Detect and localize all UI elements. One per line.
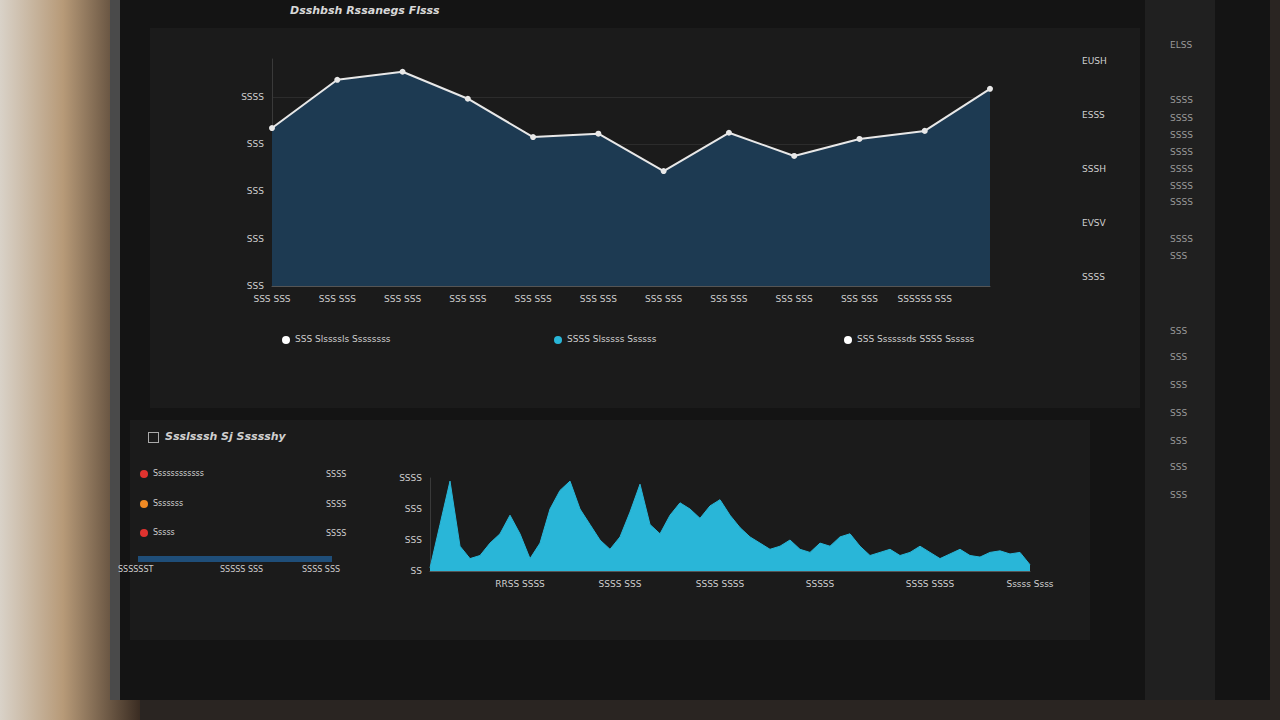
svg-text:SSSS SSSS: SSSS SSSS <box>696 579 745 589</box>
html-text:EUSH: EUSH <box>1082 56 1107 66</box>
html-text:SSSS: SSSS <box>1170 147 1193 157</box>
svg-text:SSS SSS: SSS SSS <box>253 294 290 304</box>
html-text:SSS: SSS <box>1170 352 1188 362</box>
html-text:Dsshbsh Rssanegs Flsss: Dsshbsh Rssanegs Flsss <box>290 4 440 17</box>
svg-text:SSS SSS: SSS SSS <box>841 294 878 304</box>
svg-text:SSS SSS: SSS SSS <box>515 294 552 304</box>
svg-text:SSS: SSS <box>247 139 264 149</box>
svg-text:SSS SSS: SSS SSS <box>319 294 356 304</box>
svg-text:SSSS SSS: SSSS SSS <box>599 579 642 589</box>
html-text:Ssssssssssss: Ssssssssssss <box>153 469 204 478</box>
html-text:ESSS: ESSS <box>1082 110 1105 120</box>
html-text:SSSS: SSSS <box>1170 181 1193 191</box>
svg-text:SSS SSS: SSS SSS <box>776 294 813 304</box>
html-text:SSS Slssssls Ssssssss: SSS Slssssls Ssssssss <box>295 334 391 344</box>
html-text:SSS: SSS <box>1170 326 1188 336</box>
html-text:SSSSSST: SSSSSST <box>118 565 154 574</box>
html-text:SSSS: SSSS <box>326 529 347 538</box>
svg-text:SSSS SSSS: SSSS SSSS <box>906 579 955 589</box>
svg-text:SSS: SSS <box>247 186 264 196</box>
html-text:SSS: SSS <box>1170 462 1188 472</box>
svg-text:SSSS: SSSS <box>399 473 422 483</box>
svg-text:SSS SSS: SSS SSS <box>384 294 421 304</box>
html-text:SSS: SSS <box>1170 380 1188 390</box>
html-text:SSS: SSS <box>1170 251 1188 261</box>
html-text:Sssssss: Sssssss <box>153 499 184 508</box>
html-text:SSSS: SSSS <box>326 470 347 479</box>
svg-text:SSS: SSS <box>247 281 264 291</box>
svg-text:SSS SSS: SSS SSS <box>710 294 747 304</box>
html-text:SSSS: SSSS <box>1170 130 1193 140</box>
html-text:SSSS: SSSS <box>326 500 347 509</box>
html-text:SSS: SSS <box>1170 408 1188 418</box>
html-text:SSSS Slsssss Ssssss: SSSS Slsssss Ssssss <box>567 334 657 344</box>
html-text:Sssss: Sssss <box>153 528 175 537</box>
svg-text:SSSS: SSSS <box>241 92 264 102</box>
svg-text:SSS SSS: SSS SSS <box>645 294 682 304</box>
svg-text:SSS SSS: SSS SSS <box>449 294 486 304</box>
svg-text:SSSSSS SSS: SSSSSS SSS <box>898 294 953 304</box>
svg-text:RRSS SSSS: RRSS SSSS <box>495 579 545 589</box>
html-text:SSSS: SSSS <box>1170 113 1193 123</box>
html-text:SSSS: SSSS <box>1170 234 1193 244</box>
svg-text:SS: SS <box>411 566 423 576</box>
html-text:SSSS SSS: SSSS SSS <box>302 565 341 574</box>
html-text:SSS: SSS <box>1170 436 1188 446</box>
html-text:SSSS: SSSS <box>1170 197 1193 207</box>
html-text:ELSS: ELSS <box>1170 40 1193 50</box>
svg-text:SSS: SSS <box>405 535 422 545</box>
svg-text:SSS: SSS <box>247 234 264 244</box>
html-text:EVSV: EVSV <box>1082 218 1106 228</box>
svg-text:SSSSS: SSSSS <box>806 579 835 589</box>
html-text:SSS: SSS <box>1170 490 1188 500</box>
svg-text:Sssss Ssss: Sssss Ssss <box>1006 579 1053 589</box>
html-text:SSSS: SSSS <box>1082 272 1105 282</box>
html-text:SSSSS SSS: SSSSS SSS <box>220 565 264 574</box>
html-text:SSSS: SSSS <box>1170 95 1193 105</box>
html-text:SSSH: SSSH <box>1082 164 1106 174</box>
html-text:Ssslsssh Sj Ssssshy: Ssslsssh Sj Ssssshy <box>165 430 286 443</box>
html-text:SSSS: SSSS <box>1170 164 1193 174</box>
html-text:SSS Ssssssds SSSS Ssssss: SSS Ssssssds SSSS Ssssss <box>857 334 975 344</box>
svg-text:SSS: SSS <box>405 504 422 514</box>
svg-text:SSS SSS: SSS SSS <box>580 294 617 304</box>
